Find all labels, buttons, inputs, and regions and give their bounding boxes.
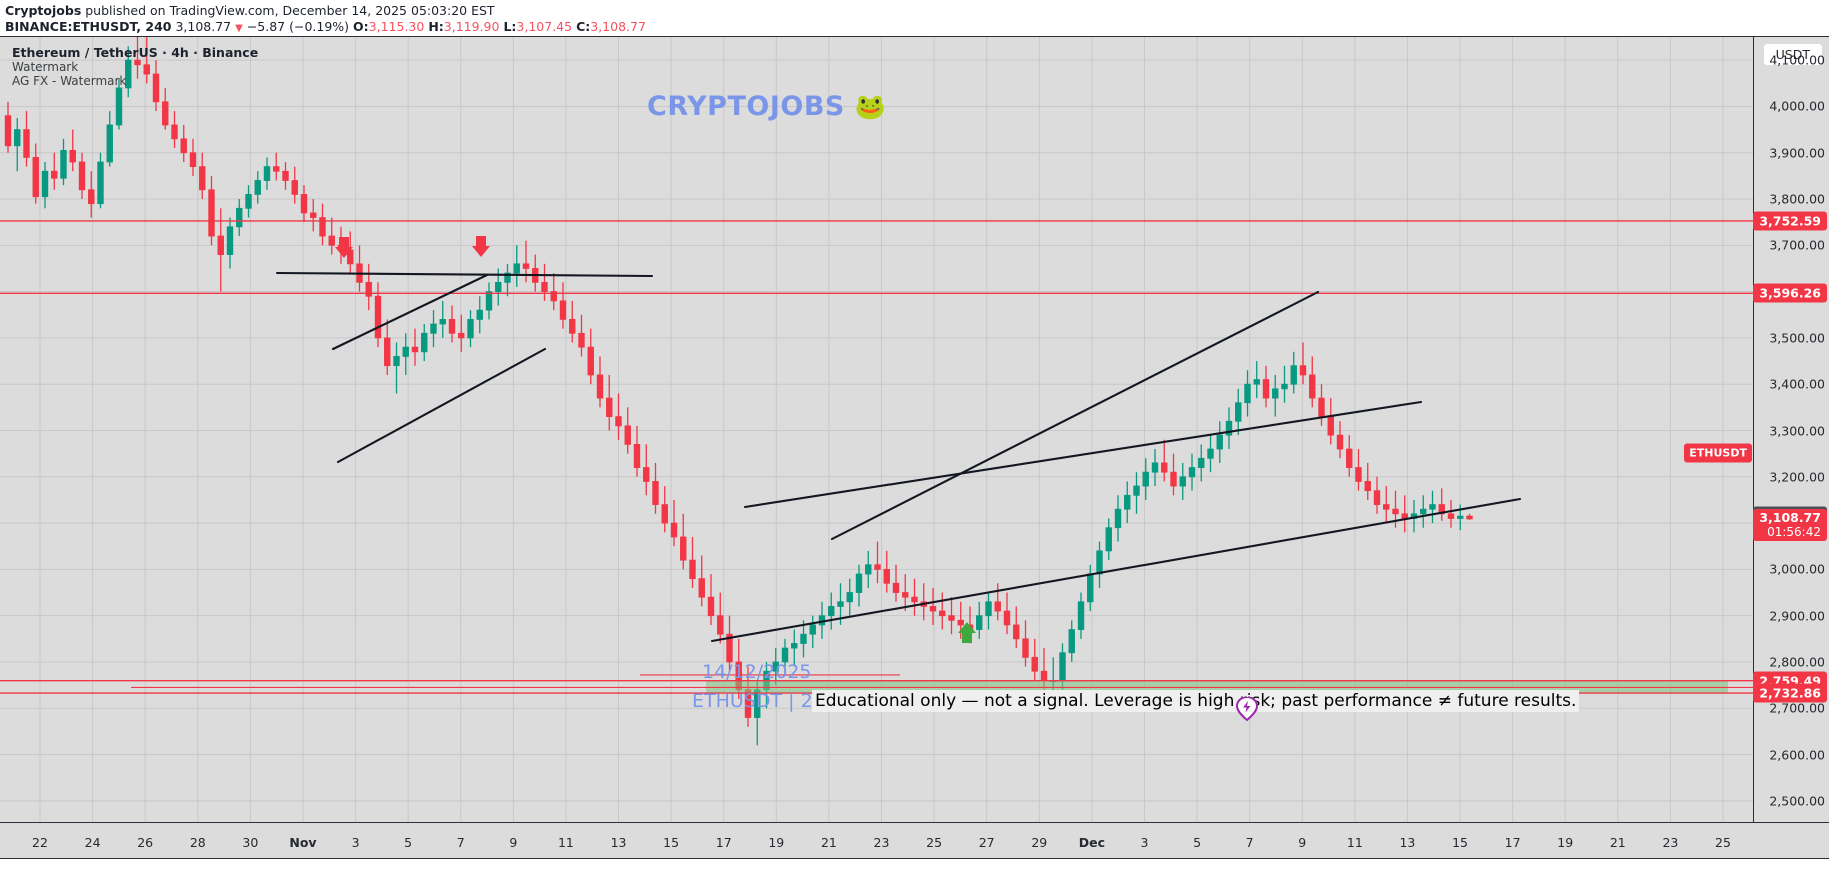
time-tick-label: 23	[873, 835, 890, 850]
price-tick-label: 3,800.00	[1769, 191, 1825, 207]
price-level-pill[interactable]: 3,596.26	[1753, 283, 1827, 303]
time-tick-label: Dec	[1078, 835, 1106, 850]
price-tick-label: 3,400.00	[1769, 376, 1825, 392]
currency-badge: USDT	[1762, 43, 1823, 66]
time-tick-label: 23	[1662, 835, 1679, 850]
price-tick-label: 2,600.00	[1769, 747, 1825, 763]
close-label: C:	[576, 19, 591, 34]
time-tick-label: 26	[137, 835, 154, 850]
time-tick-label: 22	[32, 835, 48, 850]
open-value: 3,115.30	[368, 19, 425, 34]
price-tick-label: 2,700.00	[1769, 700, 1825, 716]
time-tick-label: 3	[351, 835, 360, 850]
time-tick-label: 21	[1609, 835, 1626, 850]
symbol-tag: ETHUSDT	[1684, 443, 1752, 463]
low-label: L:	[503, 19, 517, 34]
chart-footer: TradingView	[0, 859, 1829, 869]
price-tick-label: 2,800.00	[1769, 654, 1825, 670]
legend-symbol-title: Ethereum / TetherUS · 4h · Binance	[12, 45, 259, 60]
close-value: 3,108.77	[590, 19, 646, 34]
time-tick-label: 19	[768, 835, 785, 850]
legend-watermark-1: Watermark	[12, 60, 79, 74]
time-tick-label: Nov	[289, 835, 317, 850]
price-tick-label: 3,000.00	[1769, 561, 1825, 577]
change-percent: (−0.19%)	[289, 19, 350, 34]
time-tick-label: 5	[1193, 835, 1202, 850]
candlestick-series	[4, 37, 1473, 746]
price-tick-label: 4,000.00	[1769, 98, 1825, 114]
watermark-date: 14/12/2025	[702, 661, 812, 683]
published-text: published on TradingView.com, December 1…	[85, 3, 495, 18]
time-tick-label: 17	[715, 835, 732, 850]
price-tick-label: 3,300.00	[1769, 423, 1825, 438]
price-tick-label: 2,500.00	[1769, 793, 1825, 809]
last-price: 3,108.77	[175, 19, 232, 34]
price-axis[interactable]: USDT 4,100.00 4,000.00 3,900.00 3,800.00 3,7…	[1753, 37, 1829, 822]
chart-area[interactable]: Ethereum / TetherUS · 4h · Binance Water…	[0, 36, 1829, 823]
time-tick-label: 29	[1031, 835, 1048, 850]
current-price-value: 3,108.77	[1759, 510, 1821, 526]
publisher-name: Cryptojobs	[5, 3, 82, 18]
current-price-pill[interactable]: 3,108.77 01:56:42	[1753, 509, 1827, 542]
time-tick-label: 11	[1346, 835, 1363, 850]
low-value: 3,107.45	[516, 19, 573, 34]
time-tick-label: 15	[1452, 835, 1468, 850]
time-tick-label: 24	[84, 835, 101, 850]
time-tick-label: 5	[404, 835, 413, 850]
time-tick-label: 13	[610, 835, 627, 850]
price-tick-label: 3,500.00	[1769, 330, 1825, 346]
lightning-event-icon[interactable]	[1236, 697, 1258, 721]
high-value: 3,119.90	[443, 19, 500, 34]
time-axis[interactable]: 22 24 26 28 30 Nov 3 5 7 9 11 13 15 17 19 21 23 25 27 29 Dec…	[0, 823, 1829, 859]
price-tick-label: 3,700.00	[1769, 237, 1825, 253]
time-tick-label: 3	[1140, 835, 1149, 850]
time-tick-label: 25	[1715, 835, 1731, 850]
time-tick-label: 27	[978, 835, 995, 850]
open-label: O:	[353, 19, 369, 34]
price-tick-label: 2,900.00	[1769, 608, 1825, 624]
time-tick-label: 15	[663, 835, 680, 850]
price-level-pill[interactable]: 2,732.86	[1753, 683, 1827, 703]
time-tick-label: 9	[509, 835, 518, 850]
frog-icon: 🐸	[854, 92, 887, 121]
time-tick-label: 7	[1245, 835, 1254, 850]
price-tick-label: 3,900.00	[1769, 145, 1825, 161]
disclaimer-note: Educational only — not a signal. Leverag…	[812, 690, 1580, 712]
time-tick-label: 28	[189, 835, 206, 850]
time-tick-label: 30	[242, 835, 259, 850]
time-tick-label: 13	[1399, 835, 1416, 850]
time-tick-label: 25	[926, 835, 943, 850]
chart-legend: Ethereum / TetherUS · 4h · Binance Water…	[12, 45, 258, 88]
time-tick-label: 19	[1557, 835, 1574, 850]
watermark-title: CRYPTOJOBS 🐸	[647, 91, 886, 122]
time-tick-label: 7	[456, 835, 465, 850]
legend-watermark-2: AG FX - Watermark	[12, 74, 127, 88]
quote-line: BINANCE:ETHUSDT, 240 3,108.77 ▼ −5.87 (−…	[5, 19, 1829, 37]
publisher-line: Cryptojobs published on TradingView.com,…	[5, 3, 1829, 19]
watermark-title-text: CRYPTOJOBS	[647, 91, 845, 122]
symbol-interval: BINANCE:ETHUSDT, 240	[5, 19, 172, 34]
time-tick-label: 9	[1298, 835, 1307, 850]
time-tick-label: 17	[1504, 835, 1521, 850]
high-label: H:	[428, 19, 444, 34]
bar-countdown: 01:56:42	[1767, 525, 1821, 540]
price-level-pill[interactable]: 3,752.59	[1753, 211, 1827, 231]
time-tick-label: 21	[820, 835, 837, 850]
price-tick-label: 4,100.00	[1769, 52, 1825, 68]
price-plot[interactable]	[0, 37, 1753, 822]
chart-header: Cryptojobs published on TradingView.com,…	[0, 0, 1829, 36]
price-tick-label: 3,200.00	[1769, 469, 1825, 485]
time-tick-label: 11	[557, 835, 574, 850]
change-absolute: −5.87	[246, 19, 286, 34]
down-triangle-icon: ▼	[235, 23, 243, 34]
